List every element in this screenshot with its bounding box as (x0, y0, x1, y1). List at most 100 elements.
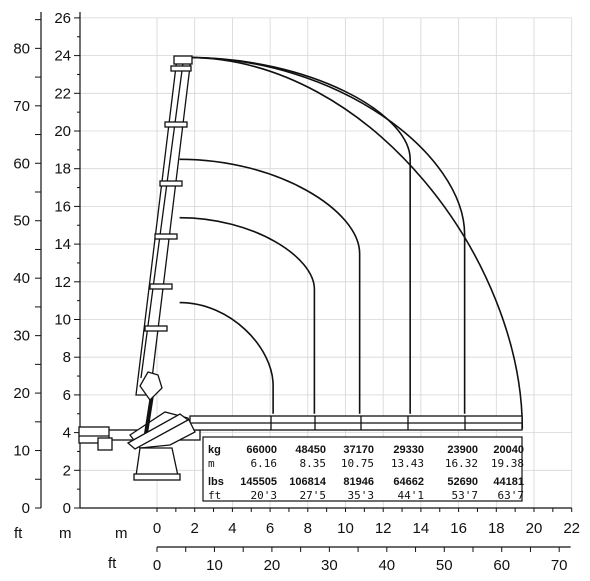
crane-base (135, 447, 179, 477)
x-ft-tick-label: 40 (378, 557, 395, 574)
bottom-ft-unit-label: ft (108, 555, 117, 572)
x-ft-tick-label: 20 (264, 557, 281, 574)
load-table-cell-kg: 66000 (246, 444, 277, 456)
load-table-cell-ft: 20'3 (251, 489, 278, 502)
y-ft-tick-label: 60 (13, 155, 30, 172)
load-table-frame (202, 436, 523, 502)
load-table-cell-m: 19.38 (491, 457, 524, 470)
y-ft-tick-label: 50 (13, 213, 30, 230)
load-table-cell-lbs: 81946 (343, 476, 374, 488)
y-m-tick-label: 12 (54, 274, 71, 291)
x-m-tick-label: 6 (266, 520, 274, 537)
y-m-tick-label: 4 (63, 425, 71, 442)
load-curve (179, 216, 316, 414)
y-m-tick-label: 10 (54, 312, 71, 329)
load-curve (179, 158, 361, 414)
x-m-tick-label: 18 (488, 520, 505, 537)
y-m-tick-label: 0 (63, 500, 71, 517)
bottom-m-unit-label: m (115, 525, 128, 542)
y-ft-tick-label: 40 (13, 270, 30, 287)
load-table-cell-m: 13.43 (391, 457, 424, 470)
crane-base-plate (133, 473, 181, 481)
x-m-tick-label: 14 (413, 520, 430, 537)
crane-boom (135, 57, 192, 396)
x-m-tick-label: 4 (228, 520, 236, 537)
load-table-cell-ft: 35'3 (348, 489, 375, 502)
load-table-cell-kg: 23900 (447, 444, 478, 456)
y-m-tick-label: 8 (63, 349, 71, 366)
load-table-kg-label: kg (208, 444, 221, 456)
crane-counterweight (97, 437, 113, 451)
left-ft-unit-label: ft (14, 525, 23, 542)
load-table-m-label: m (208, 457, 215, 470)
load-table-cell-ft: 53'7 (452, 489, 479, 502)
y-ft-tick-label: 70 (13, 98, 30, 115)
y-ft-tick-label: 80 (13, 40, 30, 57)
x-m-tick-label: 8 (304, 520, 312, 537)
load-table-cell-kg: 48450 (295, 444, 326, 456)
load-table-cell-kg: 37170 (343, 444, 374, 456)
crane-pivot-bracket (139, 371, 163, 402)
crane-boom-collar (164, 121, 188, 128)
load-table-cell-kg: 29330 (393, 444, 424, 456)
load-curve (187, 56, 466, 414)
y-m-tick-label: 22 (54, 85, 71, 102)
crane-boom-collar (144, 325, 168, 332)
load-table-cells: 66000 48450 37170 29330 23900 20040 6.16 8.35 10… (240, 444, 524, 502)
y-m-tick-label: 26 (54, 10, 71, 27)
x-m-tick-label: 12 (375, 520, 392, 537)
y-m-tick-label: 20 (54, 123, 71, 140)
load-curve (187, 56, 524, 429)
y-m-tick-label: 14 (54, 236, 71, 253)
crane-boom-head (173, 55, 193, 65)
load-table-cell-lbs: 145505 (240, 476, 277, 488)
y-ft-tick-label: 10 (13, 443, 30, 460)
y-m-tick-label: 2 (63, 462, 71, 479)
left-m-unit-label: m (59, 525, 72, 542)
crane-lower-arm (126, 413, 190, 450)
x-m-tick-labels: 0 2 4 6 8 10 12 14 16 18 20 22 (153, 520, 580, 537)
y-ft-tick-label: 30 (13, 328, 30, 345)
x-ft-tick-label: 70 (551, 557, 568, 574)
load-table-cell-m: 8.35 (300, 457, 327, 470)
load-table-cell-lbs: 44181 (493, 476, 524, 488)
x-m-tick-label: 16 (450, 520, 467, 537)
load-curve (187, 56, 411, 414)
x-ft-tick-label: 0 (153, 557, 161, 574)
x-m-tick-label: 22 (563, 520, 580, 537)
load-table-cell-lbs: 106814 (289, 476, 327, 488)
x-m-tick-label: 20 (526, 520, 543, 537)
x-ft-tick-label: 50 (436, 557, 453, 574)
load-table-cell-lbs: 52690 (447, 476, 478, 488)
y-ft-tick-labels: 0 10 20 30 40 50 60 70 80 (13, 40, 30, 517)
y-m-tick-label: 16 (54, 198, 71, 215)
x-ft-tick-label: 30 (321, 557, 338, 574)
load-table-lbs-label: lbs (208, 476, 224, 488)
crane-boom-collar (149, 283, 173, 290)
crane-boom-collar (170, 65, 192, 72)
x-m-tick-label: 2 (191, 520, 199, 537)
x-m-tick-label: 0 (153, 520, 161, 537)
chart-axes (35, 12, 573, 552)
load-curves (179, 56, 524, 429)
y-m-tick-label: 24 (54, 48, 71, 65)
crane-illustration (78, 55, 523, 481)
load-table-ft-label: ft (208, 489, 221, 502)
load-table: kg m lbs ft 66000 48450 37170 29330 23900 200… (202, 436, 524, 502)
y-m-tick-label: 6 (63, 387, 71, 404)
x-ft-tick-labels: 0 10 20 30 40 50 60 70 (153, 557, 568, 574)
x-m-tick-label: 10 (337, 520, 354, 537)
load-table-cell-ft: 63'7 (498, 489, 525, 502)
load-table-cell-kg: 20040 (493, 444, 524, 456)
load-table-cell-ft: 44'1 (398, 489, 425, 502)
load-curve (179, 301, 274, 414)
crane-boom-collar (154, 233, 178, 240)
crane-boom-collar (159, 180, 183, 187)
y-ft-tick-label: 0 (22, 500, 30, 517)
load-table-cell-m: 16.32 (445, 457, 478, 470)
load-table-cell-lbs: 64662 (393, 476, 424, 488)
load-table-cell-m: 10.75 (341, 457, 374, 470)
y-ft-tick-label: 20 (13, 385, 30, 402)
